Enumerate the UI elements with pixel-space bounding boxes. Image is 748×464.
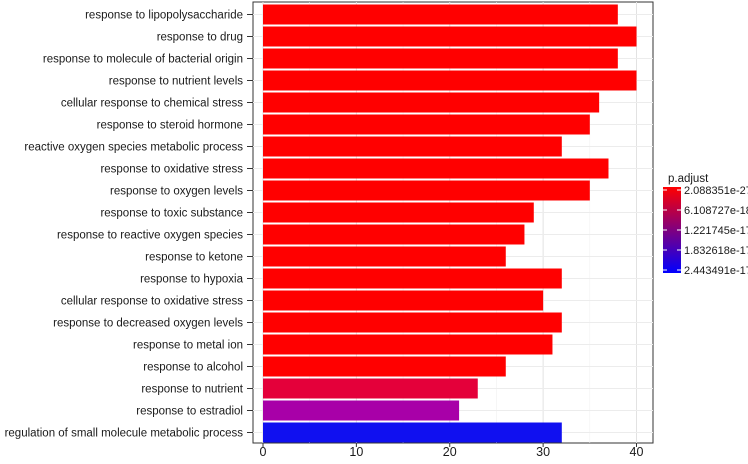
category-labels: response to lipopolysaccharide response t… xyxy=(5,10,253,440)
category-label: reactive oxygen species metabolic proces… xyxy=(24,142,243,154)
category-label: response to alcohol xyxy=(143,362,243,374)
bar xyxy=(263,4,618,25)
legend-label: 2.088351e-27 xyxy=(684,185,748,197)
bar xyxy=(263,246,506,267)
bar xyxy=(263,26,637,47)
legend-label: 1.832618e-17 xyxy=(684,245,748,257)
bar xyxy=(263,70,637,91)
legend-label: 2.443491e-17 xyxy=(684,265,748,277)
category-label: response to molecule of bacterial origin xyxy=(43,54,243,66)
legend-label: 1.221745e-17 xyxy=(684,225,748,237)
bar xyxy=(263,202,534,223)
bar xyxy=(263,356,506,377)
category-label: response to decreased oxygen levels xyxy=(53,318,243,330)
category-label: response to lipopolysaccharide xyxy=(85,10,243,22)
bar xyxy=(263,180,590,201)
legend-title: p.adjust xyxy=(668,173,709,185)
bar xyxy=(263,422,562,443)
category-label: response to ketone xyxy=(145,252,243,264)
bar xyxy=(263,48,618,69)
bar xyxy=(263,92,600,113)
x-tick-label: 20 xyxy=(443,445,457,459)
category-label: response to toxic substance xyxy=(100,208,243,220)
category-label: response to oxidative stress xyxy=(100,164,243,176)
bar xyxy=(263,268,562,289)
x-tick-label: 0 xyxy=(260,445,267,459)
legend-colorbar xyxy=(663,187,681,273)
bar xyxy=(263,224,525,245)
category-label: response to steroid hormone xyxy=(97,120,243,132)
bar xyxy=(263,312,562,333)
category-label: response to metal ion xyxy=(133,340,243,352)
category-label: response to estradiol xyxy=(136,406,243,418)
bar xyxy=(263,158,609,179)
category-label: response to nutrient levels xyxy=(109,76,243,88)
x-tick-label: 40 xyxy=(630,445,644,459)
legend-label: 6.108727e-18 xyxy=(684,205,748,217)
category-label: regulation of small molecule metabolic p… xyxy=(5,428,244,440)
bar xyxy=(263,334,553,355)
category-label: cellular response to chemical stress xyxy=(61,98,243,110)
category-label: response to drug xyxy=(157,32,243,44)
x-tick-label: 10 xyxy=(349,445,363,459)
category-label: cellular response to oxidative stress xyxy=(61,296,243,308)
x-tick-label: 30 xyxy=(536,445,550,459)
bar xyxy=(263,378,478,399)
legend: p.adjust 2.088351e-27 6.108727e-18 1.22174… xyxy=(663,173,748,277)
bar xyxy=(263,290,544,311)
x-axis: 0 10 20 30 40 xyxy=(260,443,644,459)
category-label: response to oxygen levels xyxy=(110,186,243,198)
category-label: response to reactive oxygen species xyxy=(57,230,243,242)
bar xyxy=(263,400,460,421)
bars xyxy=(263,4,637,443)
category-label: response to nutrient xyxy=(141,384,243,396)
category-label: response to hypoxia xyxy=(140,274,244,286)
bar xyxy=(263,136,562,157)
bar xyxy=(263,114,590,135)
